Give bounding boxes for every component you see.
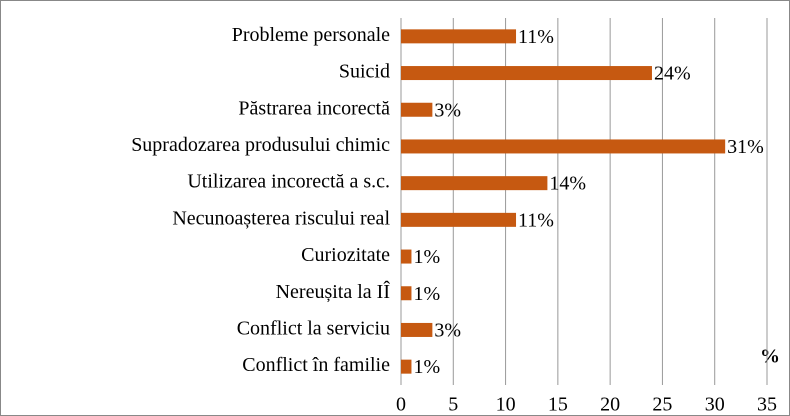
bar <box>401 286 412 301</box>
value-label: 1% <box>413 283 440 305</box>
x-tick-label: 30 <box>705 394 725 416</box>
x-tick-label: 20 <box>600 394 620 416</box>
y-tick-label: Conflict la serviciu <box>237 318 390 340</box>
y-tick-label: Probleme personale <box>232 24 390 46</box>
value-label: 3% <box>434 99 461 121</box>
x-tick-label: 10 <box>496 394 516 416</box>
y-tick-label: Păstrarea incorectă <box>238 97 390 119</box>
x-tick-label: 35 <box>757 394 777 416</box>
y-tick-label: Supradozarea produsului chimic <box>131 134 390 156</box>
value-label: 11% <box>518 26 554 48</box>
value-label: 24% <box>654 63 691 85</box>
bar <box>401 139 726 154</box>
x-axis-label: % <box>760 346 780 368</box>
y-tick-label: Curiozitate <box>301 244 390 266</box>
bar <box>401 249 412 264</box>
x-tick-label: 25 <box>652 394 672 416</box>
bar <box>401 66 652 81</box>
value-label: 1% <box>413 246 440 268</box>
bar <box>401 359 412 374</box>
bar <box>401 322 433 337</box>
y-tick-label: Suicid <box>339 61 390 83</box>
x-tick-label: 15 <box>548 394 568 416</box>
bar <box>401 102 433 117</box>
bar <box>401 176 548 191</box>
bar <box>401 29 517 44</box>
x-tick-label: 0 <box>396 394 406 416</box>
value-label: 11% <box>518 209 554 231</box>
y-tick-label: Utilizarea incorectă a s.c. <box>187 171 390 193</box>
value-label: 31% <box>727 136 764 158</box>
y-tick-label: Conflict în familie <box>242 354 390 376</box>
bar <box>401 212 517 227</box>
x-tick-label: 5 <box>448 394 458 416</box>
value-label: 3% <box>434 320 461 342</box>
value-label: 1% <box>413 356 440 378</box>
y-tick-label: Necunoașterea riscului real <box>172 207 390 229</box>
y-tick-label: Nereușita la IÎ <box>276 280 391 303</box>
value-label: 14% <box>549 173 586 195</box>
